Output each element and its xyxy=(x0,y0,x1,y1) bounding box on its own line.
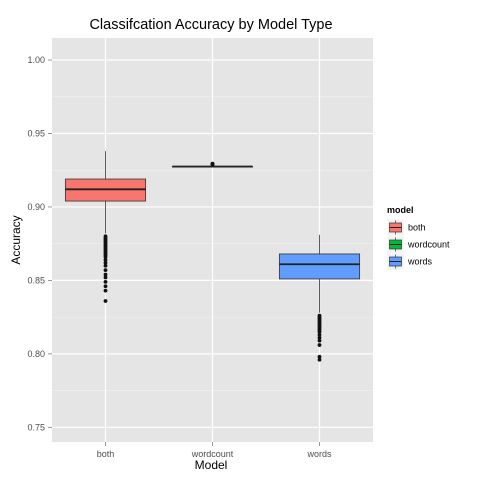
legend-item-wordcount: wordcount xyxy=(387,236,450,253)
y-tick-label: 0.90 xyxy=(27,202,45,212)
outlier-point xyxy=(104,289,108,293)
chart-title: Classifcation Accuracy by Model Type xyxy=(89,17,332,33)
x-tick-label: both xyxy=(97,449,115,459)
box-body xyxy=(279,254,359,279)
outlier-point xyxy=(104,284,108,288)
legend-label: words xyxy=(407,257,433,267)
y-tick-label: 0.75 xyxy=(27,422,45,432)
legend-item-both: both xyxy=(387,219,426,236)
outlier-point xyxy=(318,343,322,347)
outlier-point xyxy=(104,299,108,303)
y-tick-label: 1.00 xyxy=(27,55,45,65)
y-axis-title: Accuracy xyxy=(9,215,23,264)
y-tick-label: 0.85 xyxy=(27,275,45,285)
y-tick-label: 0.95 xyxy=(27,128,45,138)
legend-label: both xyxy=(408,223,426,233)
y-axis-ticks: 0.75 0.80 0.85 0.90 0.95 1.00 xyxy=(27,55,52,432)
outlier-point xyxy=(318,358,322,362)
x-axis-ticks: both wordcount words xyxy=(97,442,332,459)
legend-item-words: words xyxy=(387,253,433,270)
outlier-point xyxy=(104,276,108,280)
outlier-point xyxy=(211,163,215,167)
outlier-point xyxy=(104,280,108,284)
outlier-point xyxy=(104,268,108,272)
outlier-point xyxy=(318,339,322,343)
y-tick-label: 0.80 xyxy=(27,349,45,359)
outlier-point xyxy=(104,264,108,268)
legend-label: wordcount xyxy=(407,240,450,250)
legend-title: model xyxy=(387,205,414,215)
x-axis-title: Model xyxy=(195,458,228,472)
x-tick-label: words xyxy=(306,449,332,459)
legend: model both wordcount words xyxy=(387,205,450,270)
